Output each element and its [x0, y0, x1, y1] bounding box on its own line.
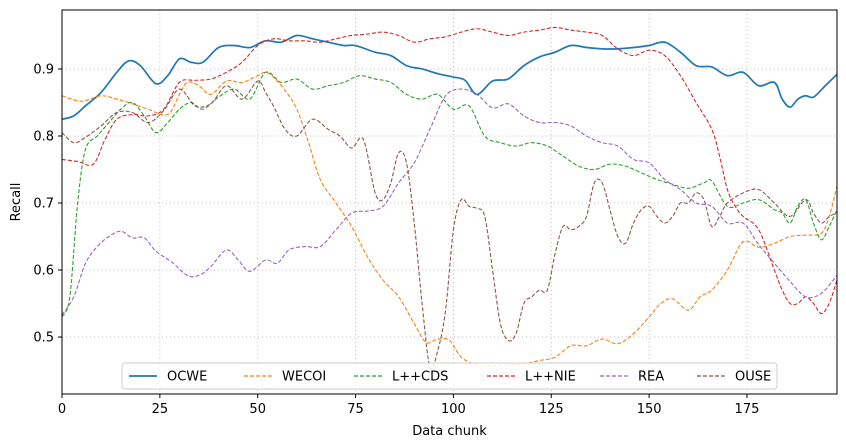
axis-ticks: 0 25 50 75 100 125 150 175 0.5 0.6 0.7 0.8 0.9: [33, 62, 759, 417]
x-tick-label: 100: [441, 402, 466, 417]
y-tick-label: 0.8: [33, 129, 54, 144]
y-tick-label: 0.9: [33, 62, 54, 77]
y-tick-label: 0.5: [33, 331, 54, 346]
series-line-rea: [62, 88, 837, 316]
x-tick-label: 75: [347, 402, 364, 417]
legend-box: [121, 362, 778, 390]
series-line-wecoi: [62, 71, 837, 367]
legend: OCWE WECOI L++CDS L++NIE REA OUSE: [121, 362, 778, 390]
x-tick-label: 25: [152, 402, 169, 417]
legend-label-wecoi: WECOI: [282, 370, 326, 385]
legend-label-ouse: OUSE: [735, 370, 771, 385]
plot-frame: [61, 9, 838, 395]
y-axis-label: Recall: [9, 183, 24, 222]
legend-label-rea: REA: [638, 370, 664, 385]
series-lines: [62, 26, 837, 370]
x-tick-label: 150: [637, 402, 662, 417]
x-axis-label: Data chunk: [412, 424, 487, 439]
series-line-l-nie: [62, 26, 837, 315]
legend-label-l-nie: L++NIE: [525, 370, 576, 385]
x-tick-label: 125: [539, 402, 564, 417]
y-tick-label: 0.7: [33, 197, 54, 212]
legend-label-l-cds: L++CDS: [392, 370, 448, 385]
series-line-l-cds: [62, 71, 837, 318]
x-tick-label: 175: [735, 402, 760, 417]
x-tick-label: 0: [58, 402, 66, 417]
y-tick-label: 0.6: [33, 264, 54, 279]
legend-label-ocwe: OCWE: [167, 370, 207, 385]
series-line-ouse: [62, 80, 837, 370]
x-tick-label: 50: [249, 402, 266, 417]
series-line-ocwe: [62, 34, 837, 121]
